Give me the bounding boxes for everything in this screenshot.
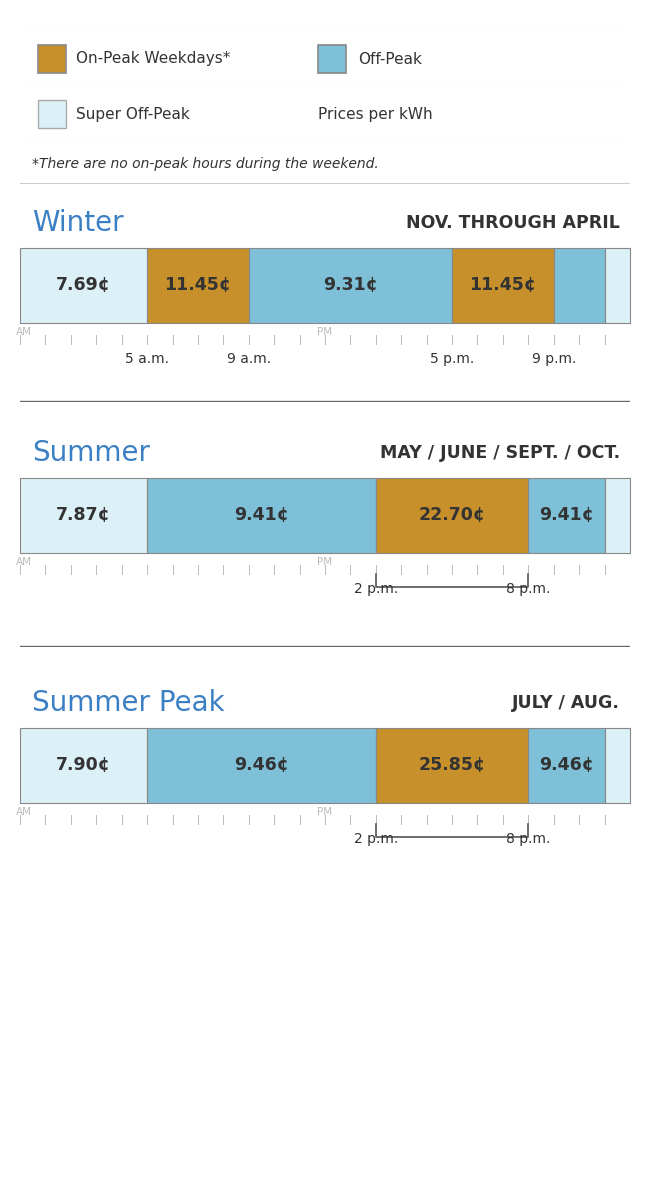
Text: PM: PM bbox=[318, 327, 332, 337]
Text: 2 p.m.: 2 p.m. bbox=[354, 832, 398, 847]
Text: Winter: Winter bbox=[32, 210, 124, 237]
Text: 8 p.m.: 8 p.m. bbox=[506, 583, 551, 596]
Text: 2 p.m.: 2 p.m. bbox=[354, 583, 398, 596]
Bar bbox=[452, 247, 554, 323]
Text: 7.90¢: 7.90¢ bbox=[56, 757, 111, 774]
Text: 9.46¢: 9.46¢ bbox=[539, 757, 594, 774]
Text: 11.45¢: 11.45¢ bbox=[165, 277, 231, 295]
Text: *There are no on-peak hours during the weekend.: *There are no on-peak hours during the w… bbox=[32, 157, 378, 170]
Bar bbox=[147, 728, 376, 803]
Text: Summer: Summer bbox=[32, 439, 150, 466]
Text: 9.46¢: 9.46¢ bbox=[234, 757, 289, 774]
Bar bbox=[605, 478, 630, 553]
Bar bbox=[20, 728, 147, 803]
Bar bbox=[528, 478, 605, 553]
Bar bbox=[605, 728, 630, 803]
Text: 9 p.m.: 9 p.m. bbox=[531, 352, 576, 366]
Text: 9.41¢: 9.41¢ bbox=[539, 507, 594, 525]
Text: 22.70¢: 22.70¢ bbox=[419, 507, 485, 525]
Text: Summer Peak: Summer Peak bbox=[32, 689, 225, 718]
Text: 25.85¢: 25.85¢ bbox=[419, 757, 485, 774]
Bar bbox=[554, 247, 605, 323]
Bar bbox=[605, 247, 630, 323]
Text: MAY / JUNE / SEPT. / OCT.: MAY / JUNE / SEPT. / OCT. bbox=[380, 444, 620, 462]
Text: AM: AM bbox=[16, 556, 32, 567]
Text: 7.69¢: 7.69¢ bbox=[56, 277, 111, 295]
Bar bbox=[376, 728, 528, 803]
Text: AM: AM bbox=[16, 327, 32, 337]
Text: 5 p.m.: 5 p.m. bbox=[430, 352, 474, 366]
Bar bbox=[20, 247, 147, 323]
Bar bbox=[528, 728, 605, 803]
Text: 9.31¢: 9.31¢ bbox=[323, 277, 378, 295]
Bar bbox=[249, 247, 452, 323]
Text: Prices per kWh: Prices per kWh bbox=[318, 107, 433, 122]
Bar bbox=[318, 45, 346, 73]
Bar bbox=[147, 478, 376, 553]
Bar bbox=[20, 478, 147, 553]
Bar bbox=[147, 247, 249, 323]
Text: 7.87¢: 7.87¢ bbox=[56, 507, 111, 525]
Text: PM: PM bbox=[318, 556, 332, 567]
Text: Off-Peak: Off-Peak bbox=[358, 51, 422, 66]
Text: On-Peak Weekdays*: On-Peak Weekdays* bbox=[76, 51, 231, 66]
Bar bbox=[38, 45, 66, 73]
Text: Super Off-Peak: Super Off-Peak bbox=[76, 107, 190, 122]
Text: 11.45¢: 11.45¢ bbox=[469, 277, 537, 295]
Text: 9.41¢: 9.41¢ bbox=[234, 507, 289, 525]
Text: 5 a.m.: 5 a.m. bbox=[125, 352, 169, 366]
Text: NOV. THROUGH APRIL: NOV. THROUGH APRIL bbox=[406, 214, 620, 232]
Text: PM: PM bbox=[318, 807, 332, 817]
Text: 8 p.m.: 8 p.m. bbox=[506, 832, 551, 847]
Bar bbox=[376, 478, 528, 553]
Text: JULY / AUG.: JULY / AUG. bbox=[512, 694, 620, 712]
Bar bbox=[38, 99, 66, 128]
Text: AM: AM bbox=[16, 807, 32, 817]
Text: 9 a.m.: 9 a.m. bbox=[227, 352, 271, 366]
